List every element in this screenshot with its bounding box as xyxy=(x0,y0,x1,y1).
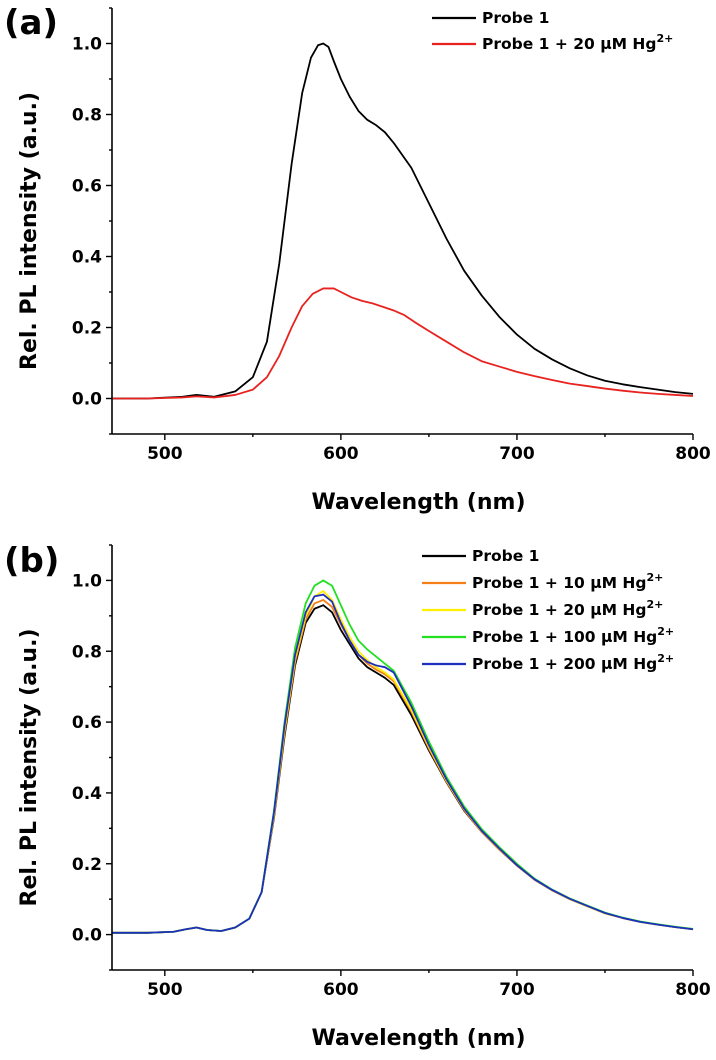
series-line-0 xyxy=(112,42,694,400)
y-tick-label: 1.0 xyxy=(72,35,102,55)
panel-a: (a) 500 600 700 800 0.0 0.2 0.4 0.6 0.8 1.0 Wavelen… xyxy=(4,3,711,515)
y-tick-label: 0.8 xyxy=(72,642,102,662)
panel-b: (b) 500 600 700 800 0.0 0.2 0.4 0.6 0.8 1.0 Wavelen… xyxy=(4,541,711,1051)
x-tick-label: 700 xyxy=(499,980,535,1000)
y-tick-label: 0.4 xyxy=(72,248,102,268)
y-tick-label: 0.4 xyxy=(72,784,102,804)
x-tick-label: 600 xyxy=(323,444,359,464)
x-tick-label: 800 xyxy=(675,980,711,1000)
y-tick-label: 0.2 xyxy=(72,319,102,339)
legend-label-text: Probe 1 xyxy=(472,547,539,565)
panel-label: (a) xyxy=(4,3,58,43)
series-line-1 xyxy=(112,599,694,934)
x-tick-label: 500 xyxy=(147,980,183,1000)
legend-label-0: Probe 1 xyxy=(482,9,549,27)
x-tick-label: 500 xyxy=(147,444,183,464)
y-tick-label: 0.6 xyxy=(72,713,102,733)
legend-label-superscript: 2+ xyxy=(657,625,674,638)
legend-label-1: Probe 1 + 20 μM Hg2+ xyxy=(482,32,673,53)
legend-label-superscript: 2+ xyxy=(646,571,663,584)
legend-label-text: Probe 1 + 10 μM Hg xyxy=(472,574,646,592)
legend-label-superscript: 2+ xyxy=(646,598,663,611)
legend-label-text: Probe 1 xyxy=(482,9,549,27)
x-tick-label: 600 xyxy=(323,980,359,1000)
legend-label-text: Probe 1 + 100 μM Hg xyxy=(472,628,657,646)
legend-label-text: Probe 1 + 20 μM Hg xyxy=(482,35,656,53)
legend-label-1: Probe 1 + 10 μM Hg2+ xyxy=(472,571,663,592)
x-tick-label: 700 xyxy=(499,444,535,464)
panel-label: (b) xyxy=(4,541,59,581)
y-axis-title: Rel. PL intensity (a.u.) xyxy=(17,628,42,906)
legend-label-superscript: 2+ xyxy=(657,652,674,665)
y-tick-label: 1.0 xyxy=(72,571,102,591)
x-tick-label: 800 xyxy=(675,444,711,464)
legend-label-2: Probe 1 + 20 μM Hg2+ xyxy=(472,598,663,619)
series-line-1 xyxy=(112,287,694,400)
y-tick-label: 0.0 xyxy=(72,390,102,410)
y-tick-label: 0.0 xyxy=(72,926,102,946)
y-axis-title: Rel. PL intensity (a.u.) xyxy=(17,92,42,370)
y-tick-label: 0.2 xyxy=(72,855,102,875)
legend-label-0: Probe 1 xyxy=(472,547,539,565)
x-axis-title: Wavelength (nm) xyxy=(312,490,526,515)
series-group xyxy=(112,579,694,934)
legend-label-superscript: 2+ xyxy=(656,32,673,45)
y-tick-label: 0.6 xyxy=(72,177,102,197)
series-line-4 xyxy=(112,593,694,934)
series-group xyxy=(112,42,694,400)
x-axis-title: Wavelength (nm) xyxy=(312,1026,526,1051)
legend-label-4: Probe 1 + 200 μM Hg2+ xyxy=(472,652,674,673)
legend: Probe 1 Probe 1 + 20 μM Hg2+ xyxy=(432,9,673,53)
y-tick-label: 0.8 xyxy=(72,106,102,126)
legend-label-text: Probe 1 + 20 μM Hg xyxy=(472,601,646,619)
legend-label-text: Probe 1 + 200 μM Hg xyxy=(472,655,657,673)
legend-label-3: Probe 1 + 100 μM Hg2+ xyxy=(472,625,674,646)
